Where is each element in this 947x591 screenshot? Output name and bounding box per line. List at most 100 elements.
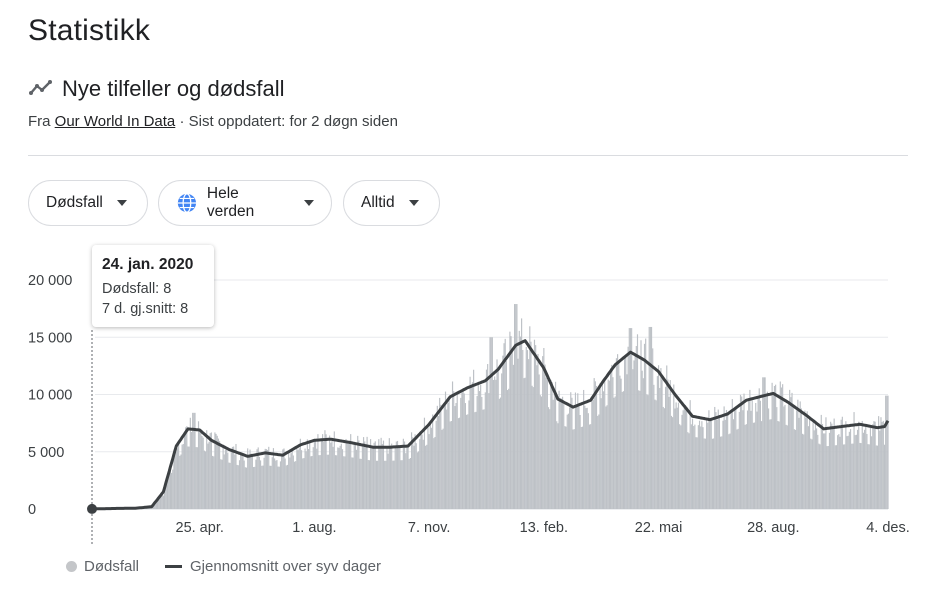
daily-deaths-bar: [185, 427, 187, 509]
daily-deaths-bar: [468, 400, 470, 509]
daily-deaths-bar: [492, 379, 495, 509]
period-dropdown[interactable]: Alltid: [343, 180, 440, 226]
daily-deaths-bar: [319, 455, 321, 509]
seven-day-average-line: [91, 339, 890, 511]
daily-deaths-bar: [213, 456, 215, 509]
daily-deaths-bar: [842, 444, 845, 509]
daily-deaths-bar: [808, 417, 811, 509]
daily-deaths-bar: [257, 447, 259, 509]
daily-deaths-bar: [628, 328, 630, 509]
daily-deaths-bar: [579, 415, 581, 509]
daily-deaths-bar: [429, 424, 431, 509]
daily-deaths-bar: [462, 388, 464, 509]
daily-deaths-bar: [528, 359, 530, 509]
daily-deaths-bar: [766, 391, 769, 509]
daily-deaths-bar: [421, 434, 423, 509]
daily-deaths-bar: [540, 396, 543, 509]
daily-deaths-bar: [564, 426, 566, 509]
daily-deaths-bar: [300, 450, 303, 509]
daily-deaths-bar: [401, 460, 403, 509]
daily-deaths-bar: [536, 365, 538, 509]
daily-deaths-bar: [336, 455, 338, 509]
daily-deaths-bar: [228, 462, 230, 509]
daily-deaths-bar: [314, 440, 317, 509]
daily-deaths-bar: [490, 337, 492, 509]
daily-deaths-bar: [847, 435, 849, 509]
daily-deaths-bar: [332, 446, 334, 509]
daily-deaths-bar: [687, 432, 689, 509]
daily-deaths-bar: [223, 454, 225, 509]
daily-deaths-bar: [284, 458, 286, 509]
daily-deaths-bar: [210, 432, 212, 509]
daily-deaths-bar: [696, 437, 698, 509]
daily-deaths-bar: [798, 417, 800, 509]
daily-deaths-bar: [653, 384, 655, 509]
daily-deaths-bar: [755, 403, 757, 509]
daily-deaths-bar: [323, 441, 325, 509]
daily-deaths-bar: [538, 374, 540, 509]
daily-deaths-bar: [293, 461, 296, 509]
daily-deaths-bar: [330, 442, 332, 509]
daily-deaths-bar: [659, 387, 661, 509]
daily-deaths-bar: [546, 380, 548, 509]
daily-deaths-bar: [854, 435, 856, 509]
daily-deaths-bar: [826, 446, 828, 509]
daily-deaths-bar: [871, 436, 873, 509]
daily-deaths-bar: [413, 445, 415, 509]
daily-deaths-bar: [469, 376, 471, 509]
daily-deaths-bar: [526, 350, 529, 509]
daily-deaths-bar: [271, 457, 273, 509]
daily-deaths-bar: [317, 434, 319, 509]
daily-deaths-bar: [364, 441, 366, 509]
daily-deaths-bar: [693, 426, 695, 509]
daily-deaths-bar: [712, 438, 715, 509]
daily-deaths-bar: [487, 364, 489, 509]
daily-deaths-bar: [776, 407, 778, 509]
daily-deaths-bar: [714, 406, 716, 509]
daily-deaths-bar: [238, 460, 241, 509]
daily-deaths-bar: [466, 414, 468, 509]
daily-deaths-bar: [264, 448, 266, 509]
daily-deaths-bar: [722, 420, 724, 509]
daily-deaths-bar: [357, 435, 359, 509]
daily-deaths-bar: [227, 452, 229, 509]
daily-deaths-bar: [851, 443, 853, 509]
daily-deaths-bar: [545, 377, 547, 509]
daily-deaths-bar: [882, 420, 884, 509]
metric-dropdown[interactable]: Dødsfall: [28, 180, 148, 226]
daily-deaths-bar: [535, 345, 537, 509]
daily-deaths-bar: [613, 397, 615, 509]
daily-deaths-bar: [279, 461, 282, 509]
daily-deaths-bar: [764, 377, 766, 509]
region-dropdown[interactable]: Hele verden: [158, 180, 332, 226]
daily-deaths-bar: [491, 337, 493, 509]
daily-deaths-bar: [461, 392, 463, 509]
daily-deaths-bar: [668, 396, 670, 509]
daily-deaths-bar: [638, 390, 640, 509]
daily-deaths-bar: [495, 379, 497, 509]
daily-deaths-bar: [289, 457, 291, 509]
daily-deaths-bar: [721, 436, 723, 509]
daily-deaths-bar: [732, 419, 735, 509]
daily-deaths-bar: [777, 420, 779, 509]
daily-deaths-bar: [648, 326, 650, 509]
daily-deaths-bar: [362, 437, 365, 509]
daily-deaths-bar: [621, 391, 623, 509]
daily-deaths-bar: [371, 447, 373, 509]
daily-deaths-bar: [868, 444, 870, 509]
source-link[interactable]: Our World In Data: [54, 113, 176, 130]
divider: [28, 155, 908, 156]
daily-deaths-bar: [201, 436, 203, 509]
daily-deaths-bar: [599, 382, 601, 509]
daily-deaths-bar: [298, 448, 300, 509]
daily-deaths-bar: [811, 439, 813, 509]
daily-deaths-bar: [373, 442, 375, 509]
daily-deaths-bar: [837, 435, 839, 509]
daily-deaths-bar: [553, 393, 555, 509]
daily-deaths-bar: [436, 405, 438, 509]
daily-deaths-bar: [779, 381, 781, 509]
legend-line-swatch: [165, 565, 183, 568]
daily-deaths-bar: [745, 424, 747, 509]
daily-deaths-bar: [590, 424, 592, 509]
